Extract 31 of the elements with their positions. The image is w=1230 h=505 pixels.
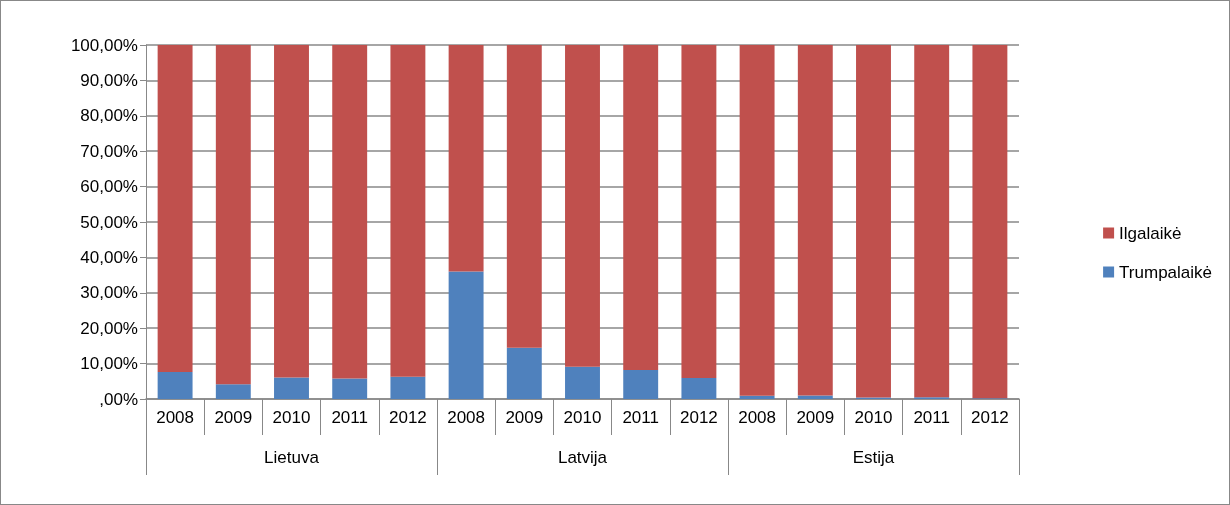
x-tick-label: 2010 bbox=[854, 408, 893, 427]
legend-label: Trumpalaikė bbox=[1119, 262, 1212, 282]
legend-label: Ilgalaikė bbox=[1119, 223, 1182, 243]
y-tick-label: 10,00% bbox=[80, 354, 138, 374]
y-tick-label: 60,00% bbox=[80, 177, 138, 197]
x-tick-label: 2009 bbox=[796, 408, 835, 427]
y-tick-label: 80,00% bbox=[80, 106, 138, 126]
y-tick-label: 40,00% bbox=[80, 247, 138, 267]
x-tick-label: 2009 bbox=[214, 408, 253, 427]
text: Lietuva bbox=[264, 448, 320, 467]
y-tick-label: 90,00% bbox=[80, 70, 138, 90]
text: Latvija bbox=[557, 448, 608, 467]
x-tick-label: 2008 bbox=[738, 408, 777, 427]
x-tick-label: 2010 bbox=[272, 408, 311, 427]
x-tick-label: 2011 bbox=[331, 408, 368, 427]
x-tick-label: 2008 bbox=[447, 408, 486, 427]
x-tick-label: 2012 bbox=[679, 408, 718, 427]
x-tick-label: 2012 bbox=[388, 408, 427, 427]
y-tick-label: ,00% bbox=[99, 389, 138, 409]
y-tick-label: 20,00% bbox=[80, 318, 138, 338]
x-tick-label: 2009 bbox=[505, 408, 544, 427]
y-tick-label: 30,00% bbox=[80, 283, 138, 303]
y-tick-label: 70,00% bbox=[80, 141, 138, 161]
x-tick-label: 2011 bbox=[622, 408, 659, 427]
y-tick-label: 100,00% bbox=[70, 35, 138, 55]
y-tick-label: 50,00% bbox=[80, 212, 138, 232]
x-tick-label: 2011 bbox=[913, 408, 950, 427]
text: Estija bbox=[852, 448, 895, 467]
x-tick-label: 2010 bbox=[563, 408, 602, 427]
x-tick-label: 2008 bbox=[156, 408, 195, 427]
x-tick-label: 2012 bbox=[970, 408, 1009, 427]
